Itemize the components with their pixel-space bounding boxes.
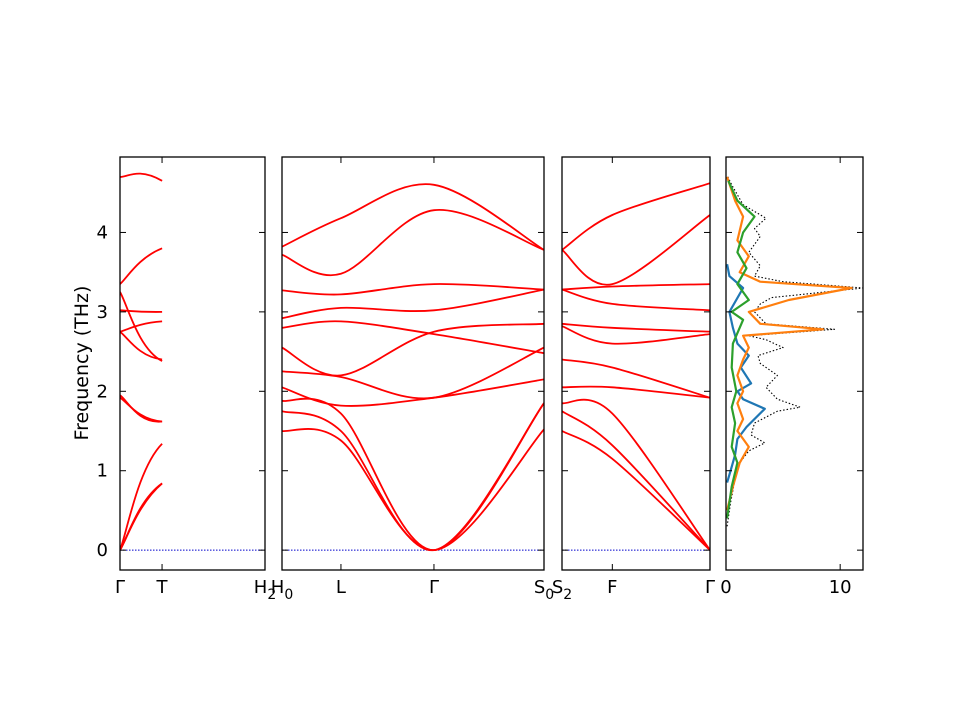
phonon-band-1: [120, 482, 163, 551]
phonon-band-9: [120, 309, 163, 313]
panel-frame: [561, 156, 711, 571]
phonon-band-2: [120, 482, 163, 551]
panel-4: 0 10: [720, 156, 864, 598]
dos-series-4: [726, 180, 756, 519]
x-tick-label: F: [607, 577, 617, 598]
phonon-band-11: [562, 182, 710, 251]
phonon-band-1: [282, 428, 544, 552]
phonon-band-4: [562, 385, 710, 399]
phonon-band-4: [282, 378, 544, 407]
dos-series-1: [726, 175, 863, 527]
y-tick-label: 4: [97, 222, 108, 243]
panel-2: H0 L Γ S0: [271, 156, 554, 603]
phonon-band-6: [562, 325, 710, 345]
panel-frame: [119, 156, 266, 571]
phonon-band-6: [120, 330, 163, 361]
x-tick-label: Γ: [705, 577, 715, 598]
phonon-band-10: [282, 209, 544, 277]
phonon-band-8: [282, 288, 544, 320]
plot-area: [562, 182, 710, 551]
phonon-band-8: [120, 320, 163, 333]
dos-series-2: [726, 263, 766, 483]
y-tick-label: 2: [97, 381, 108, 402]
phonon-band-11: [282, 183, 544, 251]
phonon-band-3: [562, 398, 710, 551]
y-tick-label: 3: [97, 302, 108, 323]
phonon-band-5: [120, 394, 163, 423]
y-tick-label: 1: [97, 461, 108, 482]
panel-3: S2 F Γ: [552, 156, 715, 603]
phonon-band-10: [120, 247, 163, 285]
phonon-band-2: [282, 402, 544, 552]
x-tick-label: S2: [552, 577, 572, 603]
y-axis-label: Frequency (THz): [71, 286, 93, 441]
phonon-band-10: [562, 214, 710, 286]
phonon-band-7: [282, 320, 544, 355]
x-tick-label: Γ: [115, 577, 125, 598]
phonon-band-11: [120, 172, 163, 182]
x-tick-label: 10: [829, 577, 852, 598]
x-tick-label: Γ: [429, 577, 439, 598]
phonon-band-5: [282, 346, 544, 400]
panel-frame: [725, 156, 864, 571]
phonon-band-9: [282, 283, 544, 296]
phonon-band-1: [562, 430, 710, 551]
phonon-band-3: [120, 443, 163, 551]
plot-area: [282, 183, 544, 552]
panel-frame: [281, 156, 545, 571]
phonon-band-3: [282, 397, 544, 552]
phonon-band-5: [562, 358, 710, 399]
plot-area: [726, 175, 863, 527]
phonon-band-8: [562, 288, 710, 312]
phonon-band-6: [282, 322, 544, 377]
x-tick-label: L: [336, 577, 346, 598]
phonon-band-7: [562, 322, 710, 333]
y-tick-label: 0: [97, 540, 108, 561]
phonon-band-2: [562, 410, 710, 551]
phonon-band-9: [562, 283, 710, 291]
x-tick-label: 0: [720, 577, 731, 598]
plot-area: [120, 172, 265, 551]
x-tick-label: T: [156, 577, 169, 598]
dos-series-3: [726, 176, 853, 511]
